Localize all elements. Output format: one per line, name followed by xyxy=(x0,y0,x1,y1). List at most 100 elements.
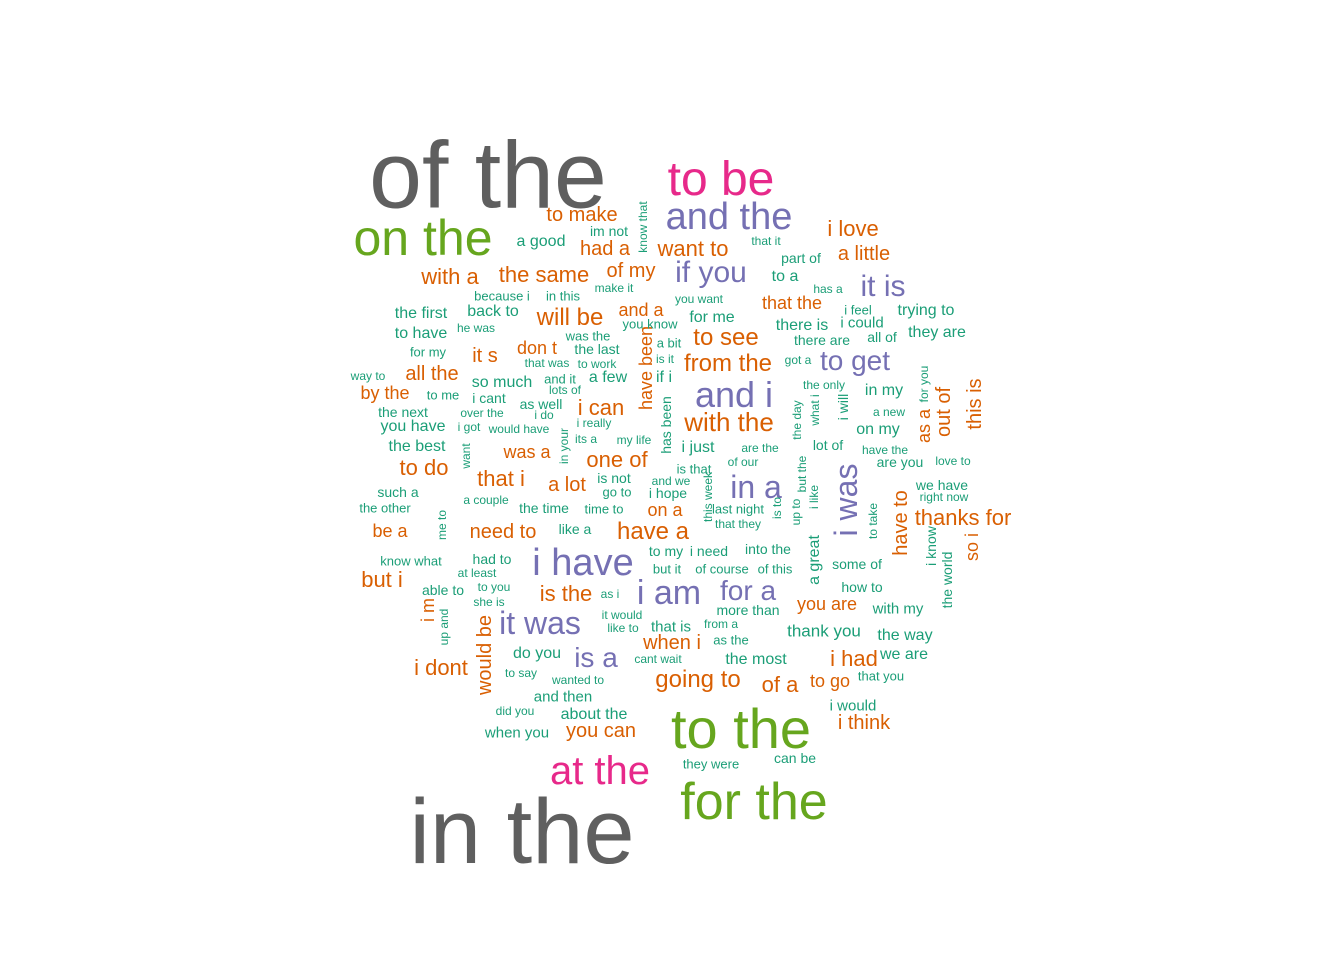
cloud-word: i dont xyxy=(414,655,468,680)
cloud-word: i need xyxy=(689,543,729,559)
cloud-word: to make xyxy=(546,204,618,226)
cloud-word: i know xyxy=(923,526,939,566)
cloud-word: i was xyxy=(828,463,864,537)
cloud-word: lots of xyxy=(548,383,582,397)
cloud-word: the same xyxy=(498,262,590,287)
cloud-word: by the xyxy=(360,383,410,403)
cloud-word: all the xyxy=(405,363,459,385)
cloud-word: and we xyxy=(651,474,691,488)
cloud-word: i got xyxy=(457,420,481,434)
cloud-word: from the xyxy=(683,350,773,377)
cloud-word: has been xyxy=(658,396,674,454)
cloud-word: to my xyxy=(648,543,684,559)
cloud-word: if you xyxy=(675,256,747,289)
cloud-word: as a xyxy=(914,408,934,444)
cloud-word: i m xyxy=(418,598,438,622)
cloud-word: and it xyxy=(544,371,576,387)
cloud-word: we are xyxy=(879,646,929,663)
cloud-word: with my xyxy=(872,600,924,618)
cloud-word: need to xyxy=(469,521,537,543)
cloud-word: it would xyxy=(601,608,643,622)
cloud-word: to do xyxy=(399,455,449,480)
cloud-word: you have xyxy=(380,418,446,435)
cloud-word: was the xyxy=(565,328,611,344)
cloud-word: and i xyxy=(694,374,774,415)
cloud-word: know that xyxy=(636,201,650,253)
cloud-word: over the xyxy=(460,406,504,420)
cloud-word: do you xyxy=(512,645,562,662)
cloud-word: with a xyxy=(421,264,479,289)
cloud-word: able to xyxy=(421,582,465,598)
cloud-word: got a xyxy=(784,353,812,367)
cloud-word: if i xyxy=(656,369,672,386)
cloud-word: i love xyxy=(827,216,879,241)
cloud-word: so much xyxy=(471,374,533,391)
cloud-word: a great xyxy=(806,535,823,585)
cloud-word: me to xyxy=(435,509,449,541)
cloud-word: for you xyxy=(917,365,931,403)
cloud-word: like to xyxy=(607,621,639,635)
cloud-word: did you xyxy=(495,704,535,718)
cloud-word: there is xyxy=(775,317,829,334)
cloud-word: to go xyxy=(809,671,851,691)
cloud-word: and the xyxy=(665,196,793,238)
cloud-word: for a xyxy=(719,575,777,606)
cloud-word: want to xyxy=(657,236,729,261)
cloud-word: and a xyxy=(618,300,664,320)
cloud-word: out of xyxy=(933,386,955,438)
cloud-word: to work xyxy=(577,357,617,371)
cloud-word: i think xyxy=(837,712,891,734)
cloud-word: she is xyxy=(473,595,505,609)
cloud-word: im not xyxy=(589,223,629,239)
cloud-word: a little xyxy=(837,243,891,265)
cloud-word: they are xyxy=(908,324,966,341)
cloud-word: would have xyxy=(488,422,550,436)
cloud-word: to see xyxy=(693,324,759,351)
cloud-word: don t xyxy=(516,338,558,358)
cloud-word: thanks for xyxy=(914,505,1012,530)
cloud-word: all of xyxy=(867,329,897,345)
cloud-word: into the xyxy=(745,541,791,557)
cloud-word: it is xyxy=(860,270,906,303)
cloud-word: lot of xyxy=(812,437,844,453)
cloud-word: i can xyxy=(577,395,625,420)
cloud-word: the next xyxy=(378,404,428,420)
cloud-word: a bit xyxy=(656,335,682,351)
cloud-word: way to xyxy=(350,369,386,383)
cloud-word: wanted to xyxy=(551,673,605,687)
cloud-word: cant wait xyxy=(634,652,682,666)
cloud-word: you want xyxy=(674,292,724,306)
cloud-word: to take xyxy=(866,502,880,540)
cloud-word: is not xyxy=(597,470,631,486)
cloud-word: is to xyxy=(770,496,784,520)
cloud-word: with the xyxy=(684,407,774,437)
cloud-word: time to xyxy=(584,501,624,517)
cloud-word: so i xyxy=(962,532,982,562)
cloud-word: had a xyxy=(579,238,631,260)
cloud-word: as the xyxy=(713,632,749,648)
cloud-word: when you xyxy=(484,724,550,742)
cloud-word: that i xyxy=(477,466,525,491)
cloud-word: that it xyxy=(751,234,781,248)
cloud-word: that was xyxy=(524,356,570,370)
cloud-word: on my xyxy=(856,421,900,438)
cloud-word: have a xyxy=(616,518,690,545)
cloud-word: what i xyxy=(808,394,822,426)
cloud-word: is that xyxy=(676,461,712,477)
cloud-word: the first xyxy=(394,305,448,322)
cloud-word: the world xyxy=(939,551,955,609)
cloud-word: a good xyxy=(516,233,566,250)
cloud-word: has a xyxy=(813,282,843,296)
cloud-word: to have xyxy=(394,325,448,342)
cloud-word: have the xyxy=(861,443,909,457)
cloud-word: i feel xyxy=(844,302,872,318)
cloud-word: we have xyxy=(915,477,969,493)
cloud-word: i like xyxy=(807,484,821,510)
cloud-word: when i xyxy=(643,632,701,654)
cloud-word: is it xyxy=(656,352,674,366)
cloud-word: is a xyxy=(574,642,618,673)
cloud-word: know what xyxy=(380,553,442,569)
cloud-word: of the xyxy=(369,122,607,229)
cloud-word: i cant xyxy=(472,390,506,406)
cloud-word: i could xyxy=(840,314,884,332)
